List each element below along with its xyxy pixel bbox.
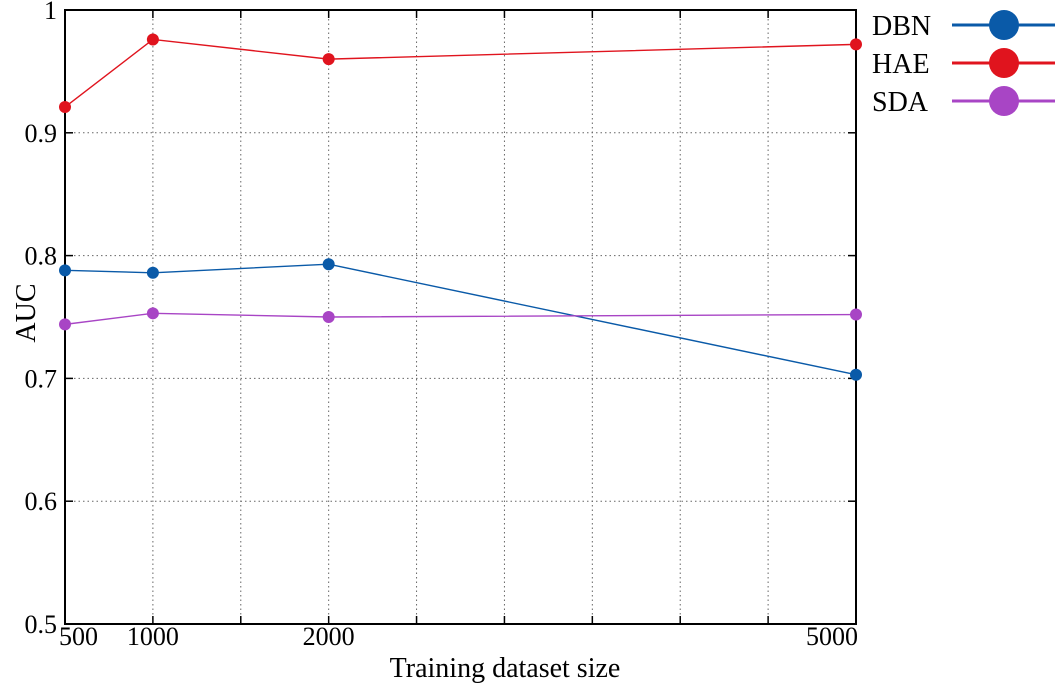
x-tick-label: 5000 [806,622,858,651]
legend: DBN HAE SDA [872,10,1055,118]
legend-label-hae: HAE [872,49,930,80]
y-axis-title: AUC [11,283,42,342]
axis-ticks: 0.5 0.6 0.7 0.8 0.9 1 500 1000 2000 5000 [25,0,859,651]
series-line-sda [64,312,857,326]
data-point-sda [146,307,159,320]
legend-marker-dbn [989,10,1019,40]
x-tick-label: 2000 [303,622,355,651]
data-point-sda [59,318,71,331]
legend-label-sda: SDA [872,87,929,118]
series-line-hae [64,38,857,108]
data-point-dbn [146,266,159,279]
data-point-sda [850,308,862,321]
data-point-dbn [59,264,71,277]
y-tick-label: 0.6 [25,487,58,516]
x-tick-label: 500 [59,622,98,651]
data-point-hae [850,38,862,51]
series-layer [59,33,862,381]
y-tick-label: 0.7 [25,364,58,393]
y-tick-label: 0.9 [25,119,58,148]
data-point-hae [59,101,71,114]
data-point-dbn [322,258,335,271]
y-tick-label: 0.8 [25,242,58,271]
data-point-dbn [850,368,862,381]
data-point-sda [322,311,335,323]
x-axis-title: Training dataset size [390,653,621,684]
legend-marker-hae [989,48,1019,78]
series-line-dbn [64,263,857,376]
x-tick-label: 1000 [127,622,179,651]
y-tick-label: 0.5 [25,610,58,639]
legend-marker-sda [989,86,1019,116]
data-point-hae [146,33,159,46]
data-point-hae [322,53,335,66]
legend-label-dbn: DBN [872,11,931,42]
y-tick-label: 1 [44,0,57,25]
